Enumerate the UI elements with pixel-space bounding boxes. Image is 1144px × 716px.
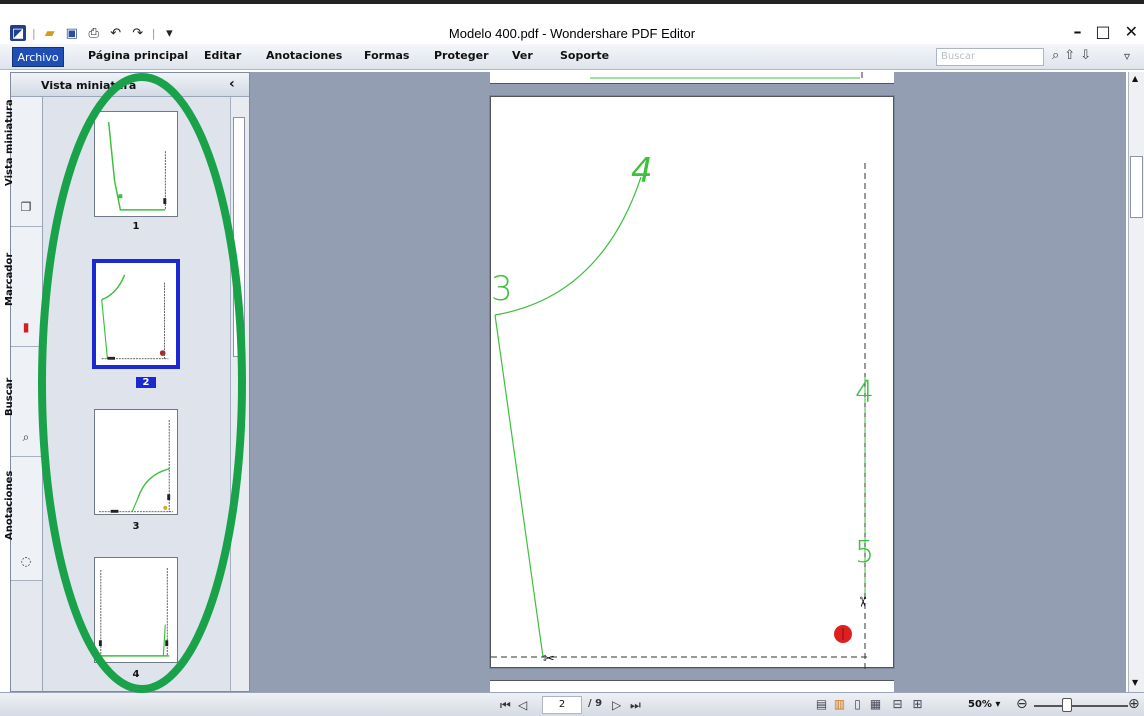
menu-editar[interactable]: Editar <box>204 49 242 62</box>
panel-title: Vista miniatura <box>41 79 137 92</box>
scroll-up-icon[interactable]: ▲ <box>1132 74 1139 83</box>
thumbnail-page-3[interactable] <box>94 409 178 515</box>
menu-proteger[interactable]: Proteger <box>434 49 489 62</box>
panel-collapse-button[interactable]: ‹ <box>229 76 235 92</box>
tab-anotaciones[interactable]: Anotaciones ◌ <box>4 457 42 581</box>
single-page-view-icon[interactable]: ▤ <box>815 697 828 711</box>
page-drawing <box>590 72 863 79</box>
point-label: 5 <box>855 535 875 570</box>
find-previous-icon[interactable]: ⇧ <box>1064 48 1076 63</box>
fit-page-icon[interactable]: ⊞ <box>912 697 923 711</box>
thumbnail-drawing <box>107 121 167 211</box>
scissors-icon: ✂ <box>543 651 555 667</box>
thumbnail-list: 1 2 3 <box>44 97 230 691</box>
thumbnail-drawing <box>98 568 170 657</box>
zoom-value: 50% <box>968 699 992 710</box>
maximize-button[interactable]: □ <box>1095 22 1111 41</box>
open-folder-icon[interactable]: ▰ <box>44 25 55 41</box>
thumbnail-number: 1 <box>132 221 140 232</box>
thumbnail-drawing <box>98 420 174 513</box>
tab-label: Vista miniatura <box>4 99 15 186</box>
fit-width-icon[interactable]: ⊟ <box>892 697 903 711</box>
tab-label: Marcador <box>4 252 15 306</box>
redo-icon[interactable]: ↷ <box>132 25 144 41</box>
save-icon[interactable]: ▣ <box>65 25 78 41</box>
menu-ver[interactable]: Ver <box>512 49 533 62</box>
menu-soporte[interactable]: Soporte <box>560 49 610 62</box>
thumbnail-page-4[interactable] <box>94 557 178 663</box>
thumbnail-number: 2 <box>136 377 156 388</box>
search-icon: ⌕ <box>22 430 30 444</box>
separator: | <box>151 26 156 40</box>
thumbnails-icon: ❐ <box>20 200 32 214</box>
separator: | <box>32 26 36 40</box>
menu-pagina-principal[interactable]: Página principal <box>88 49 189 62</box>
zoom-slider[interactable] <box>1034 705 1128 707</box>
current-page[interactable]: ✂ ✂ 4 3 4 5 <box>490 96 894 669</box>
pattern-drawing: ✂ ✂ <box>491 163 871 669</box>
thumbnail-drawing <box>101 274 169 360</box>
tab-label: Buscar <box>4 377 15 416</box>
zoom-in-icon[interactable]: ⊕ <box>1128 696 1140 712</box>
zoom-level[interactable]: 50% ▾ <box>968 699 1000 710</box>
status-bar: ⏮ ◁ 2 / 9 ▷ ⏭ ▤ ▥ ▯ ▦ ⊟ ⊞ 50% ▾ ⊖ ⊕ <box>0 692 1144 716</box>
last-page-icon[interactable]: ⏭ <box>630 698 641 712</box>
point-label: 4 <box>855 375 875 410</box>
menu-bar: Archivo Página principal Editar Anotacio… <box>0 44 1144 70</box>
document-scrollbar[interactable]: ▲ ▼ <box>1128 72 1144 692</box>
tab-buscar[interactable]: Buscar ⌕ <box>4 347 42 457</box>
bookmark-icon: ▮ <box>22 320 30 334</box>
thumbnail-panel: Vista miniatura ‹ Vista miniatura ❐ Marc… <box>4 72 250 692</box>
scroll-down-icon[interactable]: ▼ <box>1132 678 1139 687</box>
menu-archivo[interactable]: Archivo <box>12 47 64 67</box>
search-tools: ⌕ ⇧ ⇩ <box>1052 48 1091 63</box>
thumbnail-scrollbar-thumb[interactable] <box>233 117 245 357</box>
window-title: Modelo 400.pdf - Wondershare PDF Editor <box>448 26 696 41</box>
chevron-down-icon: ▾ <box>995 699 1001 710</box>
page-number-input[interactable]: 2 <box>542 696 582 714</box>
tab-vista-miniatura[interactable]: Vista miniatura ❐ <box>4 97 42 227</box>
first-page-icon[interactable]: ⏮ <box>500 698 511 712</box>
zoom-out-icon[interactable]: ⊖ <box>1016 696 1028 712</box>
quick-access-toolbar: ◪ | ▰ ▣ ⎙ ↶ ↷ | ▾ <box>10 24 177 42</box>
tab-marcador[interactable]: Marcador ▮ <box>4 227 42 347</box>
find-next-icon[interactable]: ⇩ <box>1080 48 1092 63</box>
menu-formas[interactable]: Formas <box>364 49 410 62</box>
page-total: / 9 <box>588 698 603 709</box>
next-page[interactable] <box>490 680 894 692</box>
menu-anotaciones[interactable]: Anotaciones <box>266 49 343 62</box>
document-scrollbar-thumb[interactable] <box>1130 156 1143 218</box>
thumbnail-page-2[interactable] <box>92 259 180 369</box>
customize-icon[interactable]: ▾ <box>166 25 173 41</box>
title-bar: ◪ | ▰ ▣ ⎙ ↶ ↷ | ▾ Modelo 400.pdf - Wonde… <box>0 0 1144 44</box>
comment-icon: ◌ <box>20 554 32 568</box>
point-label: 3 <box>491 269 513 309</box>
panel-tabs: Vista miniatura ❐ Marcador ▮ Buscar ⌕ An… <box>4 97 43 691</box>
close-button[interactable]: ✕ <box>1124 22 1138 41</box>
minimize-button[interactable]: – <box>1073 22 1082 41</box>
zoom-slider-handle[interactable] <box>1062 698 1072 712</box>
thumbnail-number: 4 <box>132 669 140 680</box>
previous-page[interactable] <box>490 72 894 84</box>
continuous-view-icon[interactable]: ▥ <box>833 697 846 711</box>
scissors-icon: ✂ <box>854 596 870 608</box>
thumbnail-number: 3 <box>132 521 140 532</box>
print-icon[interactable]: ⎙ <box>88 25 99 41</box>
continuous-facing-icon[interactable]: ▦ <box>869 697 882 711</box>
next-page-icon[interactable]: ▷ <box>612 698 622 712</box>
facing-view-icon[interactable]: ▯ <box>854 697 861 711</box>
panel-header: Vista miniatura ‹ <box>11 73 249 97</box>
point-label: 4 <box>631 151 653 191</box>
search-icon[interactable]: ⌕ <box>1052 48 1060 63</box>
tab-label: Anotaciones <box>4 470 15 540</box>
window-controls: – □ ✕ <box>1073 22 1138 41</box>
previous-page-icon[interactable]: ◁ <box>518 698 528 712</box>
thumbnail-page-1[interactable] <box>94 111 178 217</box>
undo-icon[interactable]: ↶ <box>110 25 122 41</box>
app-logo-icon[interactable]: ◪ <box>10 25 26 41</box>
search-input[interactable]: Buscar <box>936 48 1044 66</box>
ribbon-expand-icon[interactable]: ▿ <box>1124 49 1131 63</box>
